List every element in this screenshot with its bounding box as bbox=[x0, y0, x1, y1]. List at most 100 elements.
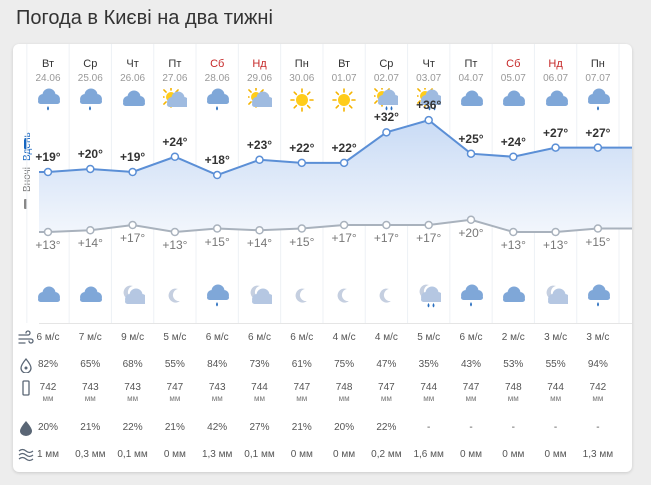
pressure-unit: мм bbox=[169, 394, 181, 403]
humidity-value: 55% bbox=[164, 359, 185, 370]
day-date: 07.07 bbox=[585, 73, 611, 84]
pressure-number: 744 bbox=[420, 382, 438, 393]
sun-icon bbox=[282, 88, 322, 112]
day-temperature-label: +27° bbox=[585, 125, 611, 140]
day-temperature-label: +18° bbox=[204, 153, 230, 168]
wind-speed-value: 5 м/с bbox=[417, 332, 441, 343]
day-temperature-line bbox=[39, 119, 632, 177]
precipitation-amount-value: 0 мм bbox=[502, 449, 525, 460]
precipitation-amount-value: 0 мм bbox=[333, 449, 356, 460]
day-temperature-point bbox=[382, 128, 391, 137]
humidity-icon bbox=[18, 357, 34, 374]
day-date: 06.07 bbox=[543, 73, 569, 84]
precipitation-probability-value: 20% bbox=[334, 422, 355, 433]
day-name: Чт bbox=[422, 58, 435, 70]
wind-speed-value: 5 м/с bbox=[163, 332, 187, 343]
pressure-number: 748 bbox=[504, 382, 522, 393]
cloud-rain-icon bbox=[70, 88, 110, 112]
day-name: Сб bbox=[210, 58, 225, 70]
moon-icon bbox=[155, 284, 195, 308]
pressure-unit: мм bbox=[296, 394, 308, 403]
day-name: Пн bbox=[294, 58, 309, 70]
day-name: Вт bbox=[338, 58, 351, 70]
pressure-number: 748 bbox=[335, 382, 353, 393]
day-name: Чт bbox=[126, 58, 139, 70]
precipitation-probability-value: - bbox=[511, 422, 515, 433]
pressure-value: 744 мм bbox=[536, 382, 576, 404]
precipitation-probability-value: 22% bbox=[122, 422, 143, 433]
day-temperature-label: +36° bbox=[416, 98, 442, 113]
day-temperature-point bbox=[86, 164, 95, 174]
precipitation-probability-value: - bbox=[596, 422, 600, 433]
precip-probability-icon bbox=[18, 420, 34, 436]
night-temperature-label: +13° bbox=[543, 238, 569, 252]
pressure-value: 742 мм bbox=[578, 382, 618, 404]
precipitation-probability-value: 42% bbox=[207, 422, 228, 433]
pressure-value: 742 мм bbox=[28, 382, 68, 404]
precipitation-amount-value: 0,1 мм bbox=[117, 449, 148, 460]
humidity-value: 75% bbox=[334, 359, 355, 370]
wind-speed-value: 9 м/с bbox=[121, 332, 145, 343]
wind-speed-value: 4 м/с bbox=[332, 332, 356, 343]
pressure-number: 744 bbox=[251, 382, 268, 393]
night-temperature-point bbox=[86, 226, 95, 235]
pressure-number: 744 bbox=[547, 382, 564, 393]
night-legend-mark bbox=[24, 199, 27, 209]
pressure-number: 742 bbox=[589, 382, 607, 393]
day-temperature-point bbox=[593, 143, 603, 152]
day-temperature-point bbox=[509, 152, 518, 161]
day-date: 05.07 bbox=[500, 73, 526, 84]
humidity-value: 53% bbox=[503, 359, 524, 370]
night-temperature-point bbox=[212, 224, 222, 233]
night-temperature-point bbox=[424, 220, 433, 230]
humidity-value: 35% bbox=[418, 359, 439, 370]
day-date: 27.06 bbox=[162, 73, 188, 84]
day-temperature-label: +20° bbox=[77, 146, 103, 161]
night-temperature-point bbox=[593, 224, 603, 233]
precipitation-amount-value: 0 мм bbox=[544, 449, 567, 460]
night-temperature-point bbox=[128, 220, 137, 230]
wind-speed-value: 3 м/с bbox=[586, 332, 610, 343]
wind-speed-value: 7 м/с bbox=[78, 332, 102, 343]
day-date: 04.07 bbox=[458, 73, 484, 84]
page-title: Погода в Києві на два тижні bbox=[16, 7, 273, 29]
pressure-icon bbox=[18, 380, 34, 396]
day-legend-mark bbox=[24, 139, 27, 149]
forecast-card: Вдень Вночі Вт 24.06 +19° +13° Ср 25.06 +20° +1… bbox=[13, 44, 632, 472]
pressure-value: 744 мм bbox=[409, 382, 449, 404]
humidity-value: 65% bbox=[80, 359, 101, 370]
pressure-unit: мм bbox=[338, 394, 350, 403]
precip-amount-icon bbox=[18, 447, 34, 463]
pressure-unit: мм bbox=[211, 394, 223, 403]
wind-speed-value: 6 м/с bbox=[205, 332, 229, 343]
day-temperature-label: +22° bbox=[331, 140, 357, 155]
moon-icon bbox=[324, 284, 364, 308]
precipitation-probability-value: - bbox=[553, 422, 558, 433]
pressure-number: 742 bbox=[39, 382, 57, 393]
precipitation-amount-value: 0 мм bbox=[163, 449, 186, 460]
night-temperature-label: +13° bbox=[35, 238, 61, 252]
night-temperature-point bbox=[43, 227, 53, 237]
cloud-rain-icon bbox=[197, 284, 237, 308]
day-date: 03.07 bbox=[416, 73, 442, 84]
precipitation-probability-value: 21% bbox=[164, 422, 185, 433]
legend-side: Вдень Вночі bbox=[13, 44, 39, 472]
moon-cloud-icon bbox=[113, 284, 153, 308]
sun-icon bbox=[324, 88, 364, 112]
cloud-rain-icon bbox=[451, 284, 491, 308]
divider bbox=[39, 323, 632, 324]
day-temperature-point bbox=[255, 155, 264, 165]
cloud-rain-icon bbox=[578, 284, 618, 308]
precipitation-probability-value: - bbox=[469, 422, 473, 433]
day-temperature-point bbox=[43, 167, 53, 177]
pressure-unit: мм bbox=[592, 394, 604, 403]
night-temperature-point bbox=[551, 227, 560, 237]
humidity-value: 68% bbox=[122, 359, 143, 370]
day-name: Ср bbox=[379, 58, 394, 70]
temperature-range-area bbox=[39, 120, 632, 232]
day-name: Нд bbox=[252, 58, 267, 70]
wind-speed-value: 4 м/с bbox=[374, 332, 398, 343]
day-temperature-label: +23° bbox=[246, 137, 273, 152]
cloud-icon bbox=[536, 88, 576, 112]
pressure-number: 743 bbox=[124, 382, 141, 393]
